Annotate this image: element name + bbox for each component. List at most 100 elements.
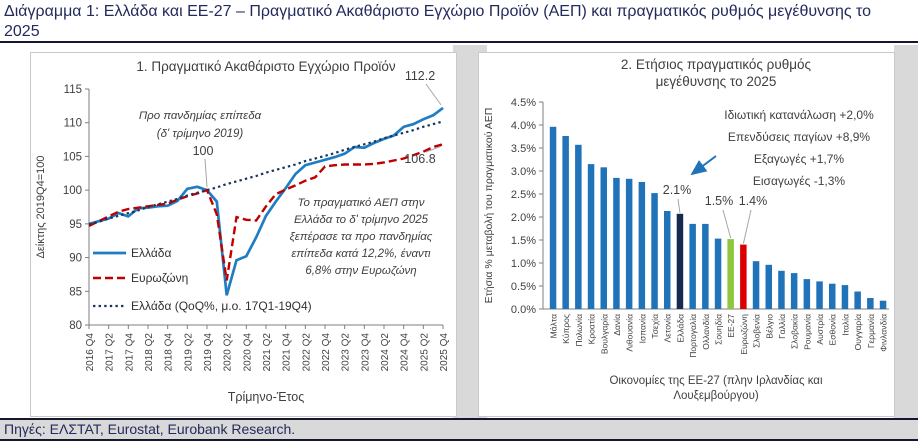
- right-margin-gap: [894, 45, 918, 418]
- svg-text:Βέλγιο: Βέλγιο: [764, 314, 774, 339]
- gdp-index-line-chart: 1. Πραγματικό Ακαθάριστο Εγχώριο Προϊόν 8…: [35, 59, 450, 404]
- svg-text:Εξαγωγές +1,7%: Εξαγωγές +1,7%: [754, 152, 845, 166]
- svg-text:Ελλάδα: Ελλάδα: [131, 246, 171, 260]
- svg-text:Κύπρος: Κύπρος: [561, 314, 571, 344]
- svg-text:Δανία: Δανία: [612, 314, 622, 336]
- svg-text:Ελλάδα το δ' τρίμηνο 2025: Ελλάδα το δ' τρίμηνο 2025: [294, 214, 429, 226]
- svg-text:Κροατία: Κροατία: [587, 314, 597, 344]
- svg-text:85: 85: [69, 286, 82, 298]
- svg-text:2.1%: 2.1%: [663, 183, 692, 197]
- svg-text:επίπεδα κατά 12,2%, έναντι: επίπεδα κατά 12,2%, έναντι: [291, 248, 431, 260]
- svg-text:2024 Q4: 2024 Q4: [400, 333, 411, 372]
- svg-text:Σλοβενία: Σλοβενία: [752, 314, 762, 348]
- svg-text:Λετονία: Λετονία: [663, 314, 673, 343]
- charts-row: 1. Πραγματικό Ακαθάριστο Εγχώριο Προϊόν 8…: [0, 45, 918, 418]
- svg-text:Βουλγαρία: Βουλγαρία: [599, 314, 609, 354]
- svg-text:Φινλανδία: Φινλανδία: [879, 314, 889, 352]
- figure-title: Διάγραμμα 1: Ελλάδα και ΕΕ-27 – Πραγματι…: [0, 0, 918, 43]
- svg-text:2024 Q2: 2024 Q2: [380, 333, 391, 372]
- svg-text:2. Ετήσιος πραγματικός ρυθμός: 2. Ετήσιος πραγματικός ρυθμός: [621, 57, 812, 72]
- svg-text:2021 Q2: 2021 Q2: [262, 333, 273, 372]
- svg-text:Εισαγωγές -1,3%: Εισαγωγές -1,3%: [753, 174, 846, 188]
- svg-text:2018 Q2: 2018 Q2: [144, 333, 155, 372]
- svg-text:Ολλανδία: Ολλανδία: [701, 314, 711, 350]
- svg-text:Προ πανδημίας επίπεδα: Προ πανδημίας επίπεδα: [139, 110, 262, 122]
- svg-text:2021 Q4: 2021 Q4: [282, 333, 293, 372]
- sources-note: Πηγές: ΕΛΣΤΑΤ, Eurostat, Eurobank Resear…: [0, 418, 918, 441]
- svg-text:1.5%: 1.5%: [705, 194, 734, 208]
- svg-text:1.4%: 1.4%: [739, 194, 768, 208]
- growth-rate-bar-chart-panel: 2. Ετήσιος πραγματικός ρυθμός μεγέθυνσης …: [478, 52, 895, 417]
- svg-text:Το πραγματικό ΑΕΠ στην: Το πραγματικό ΑΕΠ στην: [298, 197, 425, 209]
- svg-text:2023 Q4: 2023 Q4: [360, 333, 371, 372]
- svg-text:Τρίμηνο-Έτος: Τρίμηνο-Έτος: [228, 390, 305, 404]
- svg-text:2017 Q4: 2017 Q4: [124, 333, 135, 372]
- svg-text:4.0%: 4.0%: [511, 120, 536, 132]
- svg-text:2017 Q2: 2017 Q2: [105, 333, 116, 372]
- svg-text:1.0%: 1.0%: [511, 258, 536, 270]
- svg-text:Λιθουανία: Λιθουανία: [625, 314, 635, 352]
- svg-text:Πολωνία: Πολωνία: [574, 314, 584, 347]
- svg-text:115: 115: [64, 84, 82, 96]
- svg-text:2020 Q4: 2020 Q4: [242, 333, 253, 372]
- svg-text:ΕΕ-27: ΕΕ-27: [726, 314, 736, 338]
- svg-text:100: 100: [193, 144, 214, 158]
- gdp-index-line-chart-panel: 1. Πραγματικό Ακαθάριστο Εγχώριο Προϊόν 8…: [30, 52, 457, 417]
- svg-text:Ετήσια % μεταβολή του πραγματι: Ετήσια % μεταβολή του πραγματικού ΑΕΠ: [483, 108, 495, 304]
- svg-text:Ρουμανία: Ρουμανία: [802, 314, 812, 350]
- svg-text:112.2: 112.2: [405, 69, 435, 83]
- svg-text:Ιδιωτική κατανάλωση +2,0%: Ιδιωτική κατανάλωση +2,0%: [724, 108, 874, 122]
- svg-text:4.5%: 4.5%: [511, 97, 536, 109]
- svg-text:2023 Q2: 2023 Q2: [341, 333, 352, 372]
- svg-text:Γερμανία: Γερμανία: [866, 314, 876, 348]
- svg-text:Σλοβακία: Σλοβακία: [790, 314, 800, 349]
- svg-text:0.5%: 0.5%: [511, 281, 536, 293]
- svg-text:Δείκτης 2019Q4=100: Δείκτης 2019Q4=100: [35, 156, 47, 259]
- svg-text:2020 Q2: 2020 Q2: [223, 333, 234, 372]
- svg-text:105: 105: [63, 151, 82, 163]
- svg-text:3.5%: 3.5%: [511, 143, 536, 155]
- svg-text:Ισπανία: Ισπανία: [637, 314, 647, 343]
- svg-text:Εσθονία: Εσθονία: [828, 314, 838, 346]
- svg-text:2.0%: 2.0%: [511, 212, 536, 224]
- svg-text:1. Πραγματικό Ακαθάριστο Εγχώρ: 1. Πραγματικό Ακαθάριστο Εγχώριο Προϊόν: [136, 59, 396, 74]
- svg-text:Σουηδία: Σουηδία: [714, 314, 724, 345]
- svg-text:Οικονομίες της ΕΕ-27 (πλην Ιρλ: Οικονομίες της ΕΕ-27 (πλην Ιρλανδίας και: [609, 375, 822, 387]
- svg-text:1.5%: 1.5%: [511, 235, 536, 247]
- svg-text:Επενδύσεις παγίων +8,9%: Επενδύσεις παγίων +8,9%: [728, 130, 871, 144]
- svg-text:2019 Q2: 2019 Q2: [183, 333, 194, 372]
- svg-text:ξεπέρασε τα προ πανδημίας: ξεπέρασε τα προ πανδημίας: [290, 231, 433, 243]
- svg-text:Πορτογαλία: Πορτογαλία: [688, 314, 698, 358]
- svg-text:μεγέθυνσης το 2025: μεγέθυνσης το 2025: [656, 74, 777, 89]
- svg-text:6,8% στην Ευρωζώνη: 6,8% στην Ευρωζώνη: [305, 265, 416, 277]
- svg-text:Ελλάδα: Ελλάδα: [675, 314, 685, 343]
- svg-text:106.8: 106.8: [404, 152, 435, 166]
- svg-text:2025 Q4: 2025 Q4: [439, 333, 450, 372]
- svg-text:Ιταλία: Ιταλία: [840, 314, 850, 336]
- svg-text:3.0%: 3.0%: [511, 166, 536, 178]
- svg-text:Τσεχία: Τσεχία: [650, 314, 660, 339]
- svg-text:2022 Q4: 2022 Q4: [321, 333, 332, 372]
- svg-text:2018 Q4: 2018 Q4: [164, 333, 175, 372]
- growth-rate-bar-chart: 2. Ετήσιος πραγματικός ρυθμός μεγέθυνσης …: [483, 57, 889, 402]
- svg-text:2025 Q2: 2025 Q2: [419, 333, 430, 372]
- svg-text:Αυστρία: Αυστρία: [815, 314, 825, 345]
- svg-text:0.0%: 0.0%: [511, 304, 536, 316]
- svg-text:95: 95: [69, 219, 82, 231]
- svg-text:Λουξεμβούργου): Λουξεμβούργου): [673, 390, 759, 402]
- svg-text:100: 100: [63, 185, 82, 197]
- svg-text:2022 Q2: 2022 Q2: [301, 333, 312, 372]
- svg-text:90: 90: [69, 253, 82, 265]
- svg-text:Μάλτα: Μάλτα: [549, 314, 559, 338]
- svg-text:2016 Q4: 2016 Q4: [85, 333, 96, 372]
- svg-text:Ευρωζώνη: Ευρωζώνη: [131, 271, 188, 285]
- svg-text:2019 Q4: 2019 Q4: [203, 333, 214, 372]
- svg-text:Ελλάδα (QoQ%, μ.ο. 17Q1-19Q4): Ελλάδα (QoQ%, μ.ο. 17Q1-19Q4): [131, 299, 312, 313]
- svg-text:2.5%: 2.5%: [511, 189, 536, 201]
- svg-text:(δ' τρίμηνο 2019): (δ' τρίμηνο 2019): [157, 128, 244, 140]
- svg-text:Ουγγαρία: Ουγγαρία: [853, 314, 863, 350]
- svg-text:Γαλλία: Γαλλία: [777, 314, 787, 339]
- svg-text:80: 80: [69, 320, 82, 332]
- svg-text:Ευρωζώνη: Ευρωζώνη: [739, 314, 749, 355]
